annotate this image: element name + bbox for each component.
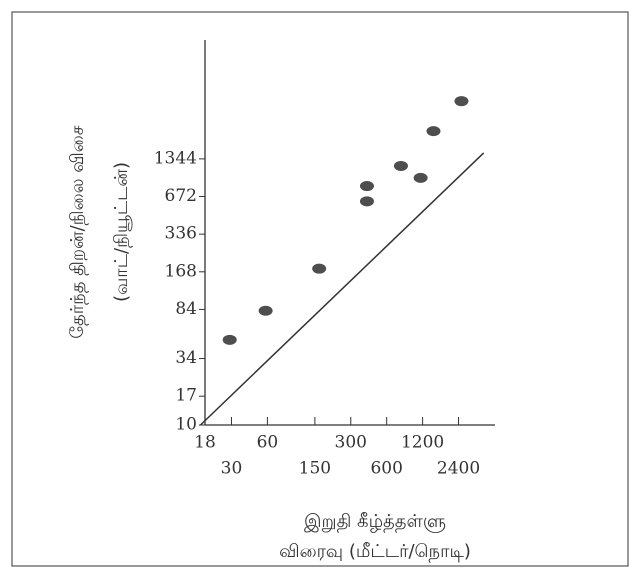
x-tick-label: 2400 xyxy=(437,459,480,479)
y-tick-label: 336 xyxy=(165,224,197,244)
point xyxy=(413,172,428,183)
point xyxy=(312,263,327,274)
point xyxy=(359,196,374,207)
x-tick-label: 150 xyxy=(299,459,331,479)
y-tick-label: 84 xyxy=(175,299,197,319)
x-tick-label: 600 xyxy=(370,459,402,479)
y-axis-label: (வாட்/நியூட்டன்) xyxy=(111,162,133,302)
point xyxy=(222,334,237,345)
y-tick-label: 34 xyxy=(175,348,197,368)
y-tick-label: 672 xyxy=(165,186,197,206)
x-tick-label: 30 xyxy=(221,459,243,479)
point xyxy=(454,96,469,107)
point xyxy=(426,126,441,137)
x-tick-label: 60 xyxy=(257,433,279,453)
x-axis-label: இறுதி கீழ்த்தள்ளு xyxy=(304,511,446,533)
y-tick-label: 17 xyxy=(175,386,197,406)
x-tick-label: 18 xyxy=(194,433,216,453)
x-axis-label: விரைவு (மீட்டர்/நொடி) xyxy=(279,541,471,563)
point xyxy=(393,160,408,171)
x-tick-label: 300 xyxy=(335,433,367,453)
point xyxy=(359,181,374,192)
curve xyxy=(199,152,485,426)
x-tick-label: 1200 xyxy=(401,433,444,453)
frame xyxy=(11,11,629,567)
point xyxy=(258,305,273,316)
y-tick-label: 10 xyxy=(175,415,197,435)
y-axis-label: தேர்ந்த திறன்/நிலை விசை xyxy=(67,125,89,339)
y-tick-label: 1344 xyxy=(154,148,197,168)
y-tick-label: 168 xyxy=(165,261,197,281)
